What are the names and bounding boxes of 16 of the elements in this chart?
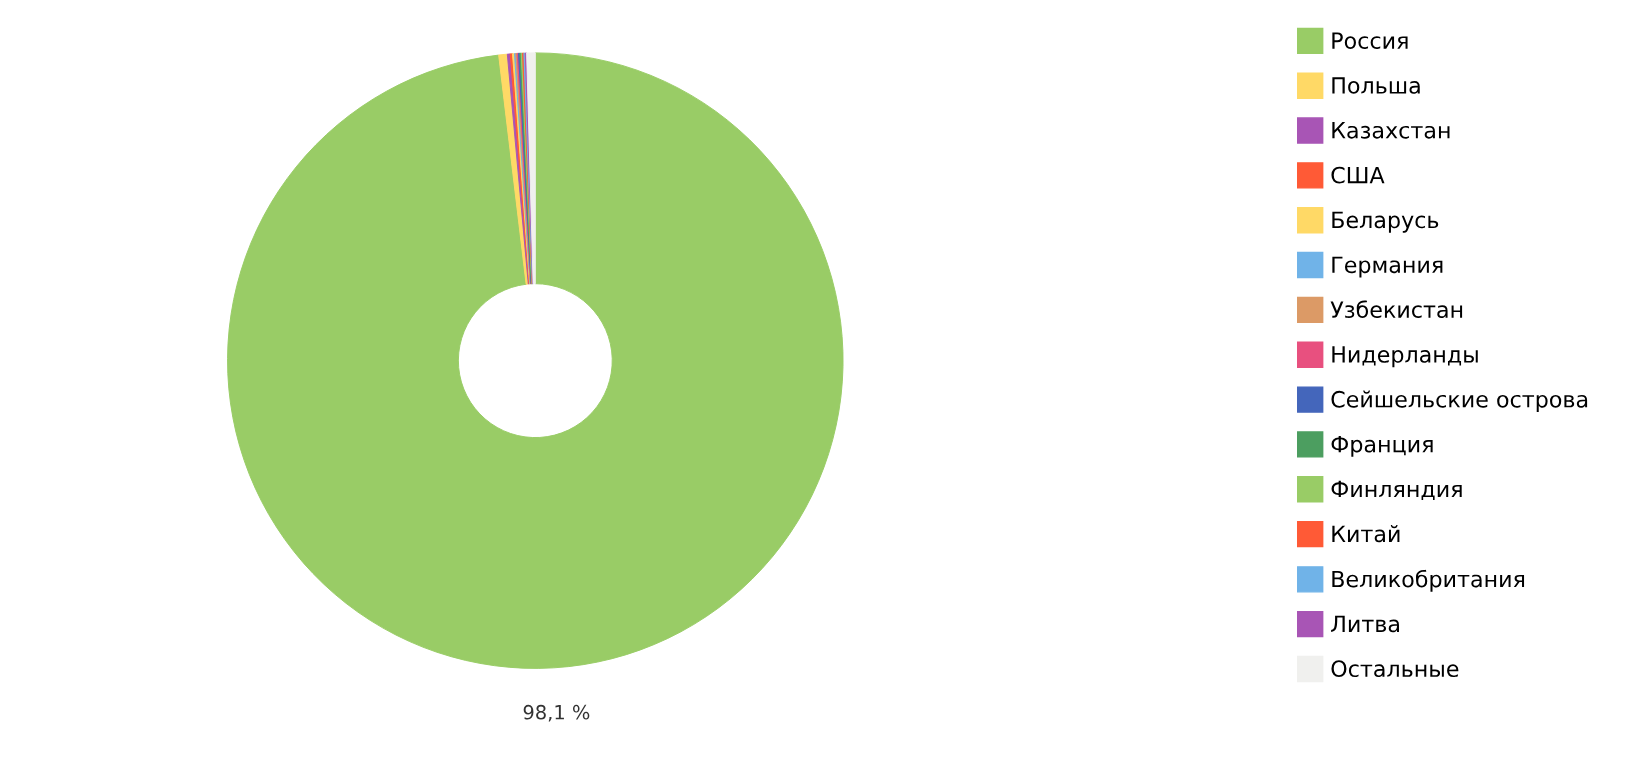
data-label: 98,1 % <box>523 704 590 722</box>
legend-label: Сейшельские острова <box>1331 390 1588 412</box>
legend-label: США <box>1331 166 1385 184</box>
legend-label: Финляндия <box>1331 480 1462 501</box>
legend-label: Узбекистан <box>1330 300 1463 318</box>
legend-label: Остальные <box>1331 660 1459 678</box>
legend-label: Китай <box>1332 525 1400 543</box>
legend-label: Россия <box>1332 32 1408 49</box>
legend-label: Германия <box>1332 256 1443 278</box>
legend-label: Беларусь <box>1332 211 1439 233</box>
legend-label: Польша <box>1332 77 1420 94</box>
legend-label: Нидерланды <box>1332 346 1478 368</box>
legend-label: Великобритания <box>1332 569 1525 592</box>
legend-label: Казахстан <box>1332 122 1450 139</box>
legend-label: Литва <box>1331 615 1399 633</box>
legend-label: Франция <box>1331 436 1433 457</box>
